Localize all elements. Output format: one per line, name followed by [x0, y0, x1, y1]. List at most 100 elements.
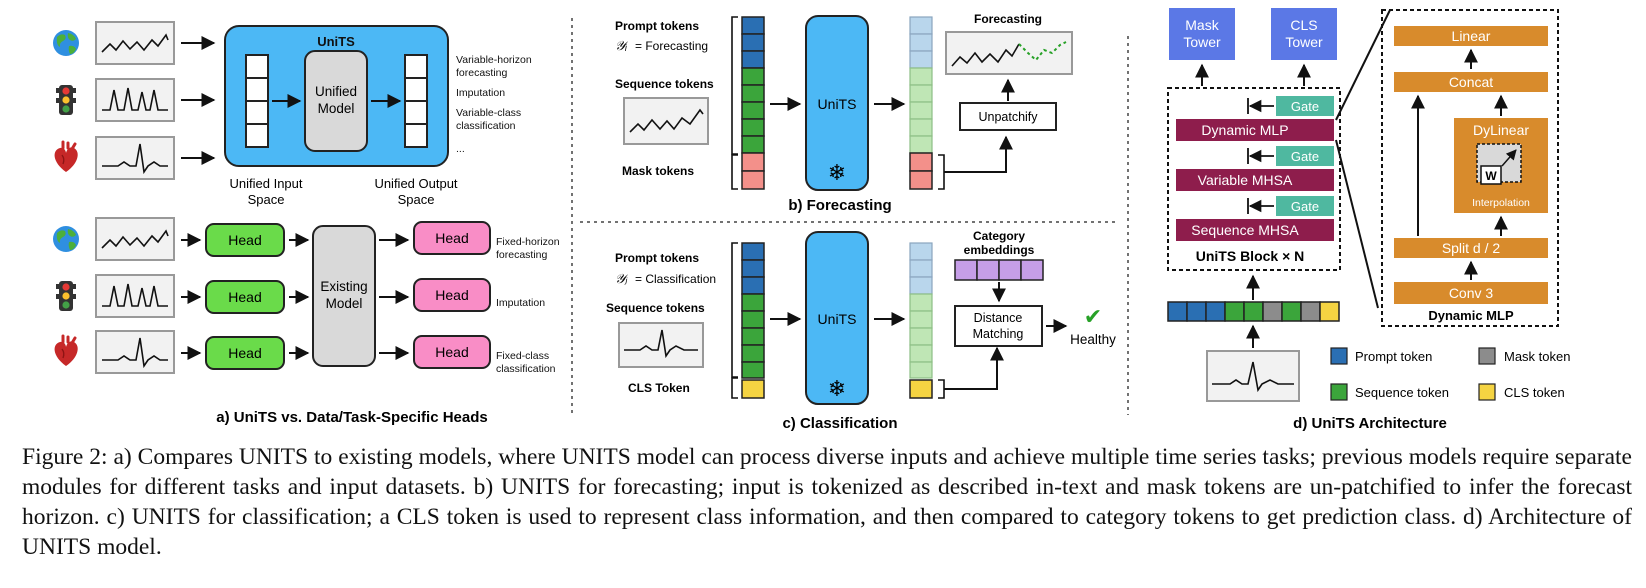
units-figure: UniTS Unified Model Unified Input Space … — [53, 8, 1570, 432]
svg-text:classification: classification — [456, 120, 516, 132]
units-model-label-b: UniTS — [818, 96, 857, 112]
unified-output-space-1: Unified Output — [374, 176, 457, 191]
head-label: Head — [435, 287, 468, 303]
unpatchify-box — [959, 102, 1057, 131]
output-heads — [413, 221, 491, 369]
prompt-formula-symbol: 𝒴ⱼ — [615, 271, 629, 286]
caption-part-2: to existing models, where — [308, 444, 562, 470]
units-block-label: UniTS Block × N — [1196, 248, 1305, 264]
output-token-column-c — [909, 242, 933, 399]
svg-text:forecasting: forecasting — [456, 67, 508, 79]
unified-model-label-2: Model — [318, 101, 355, 116]
panel-b: Prompt tokens 𝒴ᵢ = Forecasting Sequence … — [615, 12, 1073, 214]
unified-input-space-2: Space — [248, 192, 285, 207]
cls-token-label: CLS Token — [628, 381, 690, 395]
caption-units: UNITS — [561, 444, 631, 470]
unified-task-list: Variable-horizon forecasting Imputation … — [456, 54, 532, 155]
svg-text:Mask: Mask — [1185, 17, 1219, 33]
token-legend: Prompt token Mask token Sequence token C… — [1330, 347, 1570, 401]
architecture-token-row — [1167, 301, 1340, 322]
head-label: Head — [435, 230, 468, 246]
distance-matching-label-1: Distance — [974, 311, 1023, 325]
globe-icon — [53, 226, 79, 252]
svg-text:Fixed-class: Fixed-class — [496, 350, 549, 362]
snowflake-icon: ❄ — [828, 376, 846, 401]
caption-part-4: for forecasting; input is tokenized as d… — [22, 474, 1632, 530]
detail-linear: Linear — [1452, 28, 1491, 44]
panel-c-title: c) Classification — [782, 415, 897, 432]
prompt-tokens-label: Prompt tokens — [615, 19, 699, 33]
snowflake-icon: ❄ — [828, 160, 846, 185]
sequence-tokens-label: Sequence tokens — [615, 77, 714, 91]
sequence-series-box — [618, 322, 704, 368]
svg-text:Imputation: Imputation — [496, 297, 545, 309]
unified-model-label-1: Unified — [315, 84, 357, 99]
dynamic-mlp-layer: Dynamic MLP — [1201, 122, 1288, 138]
input-heads — [205, 223, 285, 370]
output-token-column-b — [909, 16, 933, 190]
head-label: Head — [228, 289, 261, 305]
caption-units: UNITS — [501, 474, 571, 500]
existing-model-box — [312, 225, 376, 367]
gate-blocks — [1276, 96, 1334, 216]
checkmark-icon: ✔ — [1084, 304, 1102, 329]
svg-text:classification: classification — [496, 363, 556, 375]
legend-sequence-token: Sequence token — [1355, 385, 1449, 400]
dynamic-mlp-detail — [1381, 9, 1559, 327]
sequence-mhsa-layer: Sequence MHSA — [1191, 222, 1299, 238]
caption-part-6: model. — [91, 534, 162, 560]
prompt-tokens-label: Prompt tokens — [615, 251, 699, 265]
panel-d-title: d) UniTS Architecture — [1293, 415, 1447, 432]
unified-output-tokens — [404, 54, 428, 148]
classification-result: Healthy — [1070, 332, 1116, 347]
caption-part-1: Figure 2: a) Compares — [22, 444, 239, 470]
existing-model-label-1: Existing — [320, 279, 367, 294]
panel-a-title: a) UniTS vs. Data/Task-Specific Heads — [216, 409, 488, 426]
svg-text:forecasting: forecasting — [496, 249, 548, 261]
caption-units: UNITS — [238, 444, 309, 470]
svg-text:Variable-horizon: Variable-horizon — [456, 54, 532, 66]
svg-text:CLS: CLS — [1290, 17, 1317, 33]
category-embeddings-label-1: Category — [973, 229, 1025, 243]
caption-units: UNITS — [22, 534, 92, 560]
gate-label: Gate — [1291, 149, 1319, 164]
svg-text:Variable-class: Variable-class — [456, 107, 521, 119]
detail-interpolation: Interpolation — [1472, 197, 1530, 209]
unified-input-space-1: Unified Input — [230, 176, 303, 191]
unified-output-space-2: Space — [398, 192, 435, 207]
prompt-formula-symbol: 𝒴ᵢ — [615, 38, 629, 53]
figure-caption: Figure 2: a) Compares UNITS to existing … — [22, 442, 1632, 562]
category-embeddings-label-2: embeddings — [964, 243, 1035, 257]
input-series-top — [95, 21, 175, 180]
existing-model-label-2: Model — [326, 296, 363, 311]
forecast-output-title: Forecasting — [974, 12, 1042, 26]
sequence-tokens-label: Sequence tokens — [606, 301, 705, 315]
heart-icon — [53, 140, 80, 174]
caption-part-3: model can process diverse inputs and ach… — [22, 444, 1632, 500]
traffic-light-icon — [56, 281, 76, 311]
architecture-input-series — [1206, 350, 1300, 402]
mask-tower — [1169, 8, 1235, 60]
traffic-light-icon — [56, 85, 76, 115]
detail-title: Dynamic MLP — [1428, 308, 1514, 323]
panel-a: UniTS Unified Model Unified Input Space … — [53, 21, 560, 426]
caption-units: UNITS — [131, 504, 201, 530]
detail-dylinear: DyLinear — [1473, 122, 1529, 138]
svg-text:Tower: Tower — [1285, 34, 1323, 50]
category-embedding-tokens — [954, 259, 1044, 281]
legend-mask-token: Mask token — [1504, 349, 1570, 364]
heart-icon — [53, 334, 80, 368]
detail-concat: Concat — [1449, 74, 1493, 90]
panel-b-title: b) Forecasting — [788, 197, 891, 214]
detail-split: Split d / 2 — [1442, 240, 1501, 256]
prompt-formula-text: = Forecasting — [635, 39, 708, 53]
sequence-series-box — [623, 97, 709, 145]
legend-prompt-token: Prompt token — [1355, 349, 1432, 364]
gate-label: Gate — [1291, 99, 1319, 114]
block-layers — [1176, 119, 1334, 241]
unified-input-tokens — [245, 54, 269, 148]
gate-label: Gate — [1291, 199, 1319, 214]
svg-text:Tower: Tower — [1183, 34, 1221, 50]
mask-tokens-label: Mask tokens — [622, 164, 694, 178]
distance-matching-label-2: Matching — [973, 327, 1024, 341]
